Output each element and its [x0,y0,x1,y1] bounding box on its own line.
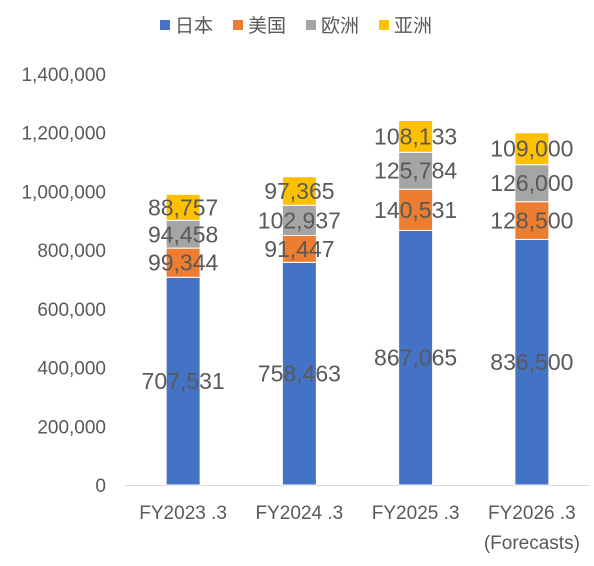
data-label: 707,531 [142,368,225,394]
y-tick-label: 400,000 [37,359,106,380]
data-label: 128,500 [490,208,573,234]
y-tick-label: 1,400,000 [21,65,106,86]
legend-swatch [379,20,389,30]
data-label: 126,000 [490,170,573,196]
bar-segment [398,120,434,153]
x-tick-label: FY2025 .3 [372,503,460,524]
bar-segment [165,247,201,278]
legend-label: 美国 [248,15,286,37]
legend-label: 日本 [175,15,213,37]
bar-segment [514,132,550,166]
legend-swatch [233,20,243,30]
legend-swatch [306,20,316,30]
data-label: 140,531 [374,197,457,223]
x-tick-label: (Forecasts) [484,533,580,554]
y-tick-label: 1,000,000 [21,182,106,203]
data-label: 758,463 [258,361,341,387]
y-tick-label: 0 [95,476,106,497]
data-label: 108,133 [374,123,457,149]
bar-segment [514,164,550,203]
data-label: 99,344 [148,250,219,276]
data-label: 88,757 [148,194,218,220]
data-label: 91,447 [264,236,334,262]
data-label: 97,365 [264,178,334,204]
bar-segment [398,229,434,486]
bar-segment [281,176,317,206]
legend-swatch [160,20,170,30]
data-label: 125,784 [374,158,457,184]
data-label: 867,065 [374,345,457,371]
legend-label: 亚洲 [394,16,432,37]
bar-segment [165,193,201,221]
bar-segment [514,238,550,486]
data-label: 102,937 [258,207,341,233]
bar-segment [398,188,434,231]
x-tick-label: FY2024 .3 [256,503,344,524]
data-label: 836,500 [490,349,573,375]
data-label: 94,458 [148,221,218,247]
legend-label: 欧洲 [321,15,359,37]
bar-segment [398,151,434,190]
y-tick-label: 200,000 [37,417,106,438]
x-tick-label: FY2023 .3 [139,503,227,524]
y-tick-label: 800,000 [37,241,106,262]
bar-segment [281,204,317,236]
x-tick-label: FY2026 .3 [488,503,576,524]
bar-segment [165,276,201,486]
y-tick-label: 600,000 [37,300,106,321]
bar-segment [281,261,317,486]
bar-segment [281,234,317,263]
y-tick-label: 1,200,000 [21,124,106,145]
data-label: 109,000 [490,136,573,162]
